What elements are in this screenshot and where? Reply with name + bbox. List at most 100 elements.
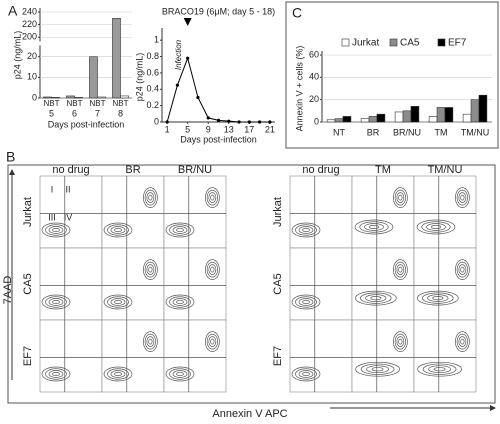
contour (460, 338, 465, 345)
contour (394, 189, 406, 206)
bar (51, 97, 60, 99)
contour (365, 294, 387, 302)
contour (298, 226, 314, 234)
quadrant-label: IV (64, 212, 73, 222)
arrowhead (490, 405, 496, 411)
contour (41, 222, 71, 238)
contour (393, 187, 408, 208)
y-tick-label: 0 (314, 116, 319, 126)
contour (165, 366, 195, 382)
contour (302, 227, 310, 233)
contour (206, 261, 218, 278)
contour (359, 221, 389, 233)
y-tick-label: 20 (27, 51, 37, 61)
contour (146, 264, 155, 275)
x-tick-label: 21 (265, 124, 275, 134)
contour (416, 290, 459, 306)
contour (52, 371, 60, 377)
contour (364, 223, 384, 231)
contour (205, 187, 220, 208)
contour (176, 299, 184, 305)
panel-label: B (6, 149, 15, 165)
contour (422, 363, 457, 375)
chart-title: BRACO19 (6μM; day 5 - 18) (162, 6, 275, 16)
flow-cell (289, 175, 353, 249)
bar (112, 18, 121, 99)
contour (210, 338, 215, 345)
contour (110, 298, 126, 306)
bar (326, 119, 336, 123)
x-tick-label: BR/NU (393, 127, 421, 137)
contour (110, 370, 126, 378)
contour (295, 368, 317, 380)
contour (416, 219, 456, 235)
axis-break (36, 41, 44, 46)
contour (456, 189, 468, 206)
point (165, 120, 169, 124)
bar (66, 95, 75, 99)
legend-label: CA5 (400, 38, 420, 49)
bar (444, 107, 454, 123)
bar (43, 96, 52, 99)
y-tick-label: 40 (309, 72, 319, 82)
point (247, 120, 251, 124)
contour (354, 219, 394, 235)
contour (107, 224, 129, 236)
contour (291, 366, 321, 382)
contour (48, 226, 64, 234)
bar (394, 111, 404, 123)
contour (398, 266, 403, 273)
flow-cell (101, 319, 165, 393)
row-label: CA5 (272, 273, 284, 294)
y-axis-label: Annexin V + cells (%) (294, 46, 304, 132)
flow-x-label: Annexin V APC (212, 408, 287, 420)
contour (426, 223, 446, 231)
contour (398, 338, 403, 345)
bar (376, 113, 386, 123)
y-tick-label: 220 (22, 19, 37, 29)
bar (89, 56, 98, 99)
point (237, 120, 241, 124)
bar-label: NBT (113, 99, 129, 108)
contour (103, 222, 133, 238)
contour (41, 366, 71, 382)
contour (458, 336, 467, 347)
contour (148, 338, 153, 345)
bar-label: NBT (44, 99, 60, 108)
contour (396, 336, 405, 347)
bar (360, 118, 370, 123)
point (268, 120, 272, 124)
flow-cell (101, 247, 165, 321)
contour (398, 194, 403, 201)
bar (402, 110, 412, 123)
contour (205, 331, 220, 352)
panel-c-frame (285, 1, 499, 149)
y-tick-label: 240 (22, 6, 37, 16)
row-label: EF7 (22, 346, 34, 366)
contour (146, 192, 155, 203)
flow-cell (163, 247, 227, 321)
x-tick-label: 1 (165, 124, 170, 134)
contour (208, 264, 217, 275)
contour (455, 259, 470, 280)
contour (210, 194, 215, 201)
contour (52, 299, 60, 305)
x-tick-label: 13 (224, 124, 234, 134)
bar (120, 95, 129, 99)
contour (417, 361, 462, 377)
contour (144, 189, 156, 206)
bar (368, 116, 378, 123)
x-tick-label: NT (333, 127, 345, 137)
legend-label: EF7 (448, 38, 467, 49)
flow-cell (101, 175, 165, 249)
contour (428, 365, 451, 374)
contour (169, 368, 191, 380)
x-tick-label: 5 (185, 124, 190, 134)
contour (52, 227, 60, 233)
contour (107, 296, 129, 308)
point (196, 95, 200, 100)
x-axis-label: Days post-infection (48, 119, 125, 129)
annotation: Infection (174, 39, 183, 70)
contour (210, 266, 215, 273)
